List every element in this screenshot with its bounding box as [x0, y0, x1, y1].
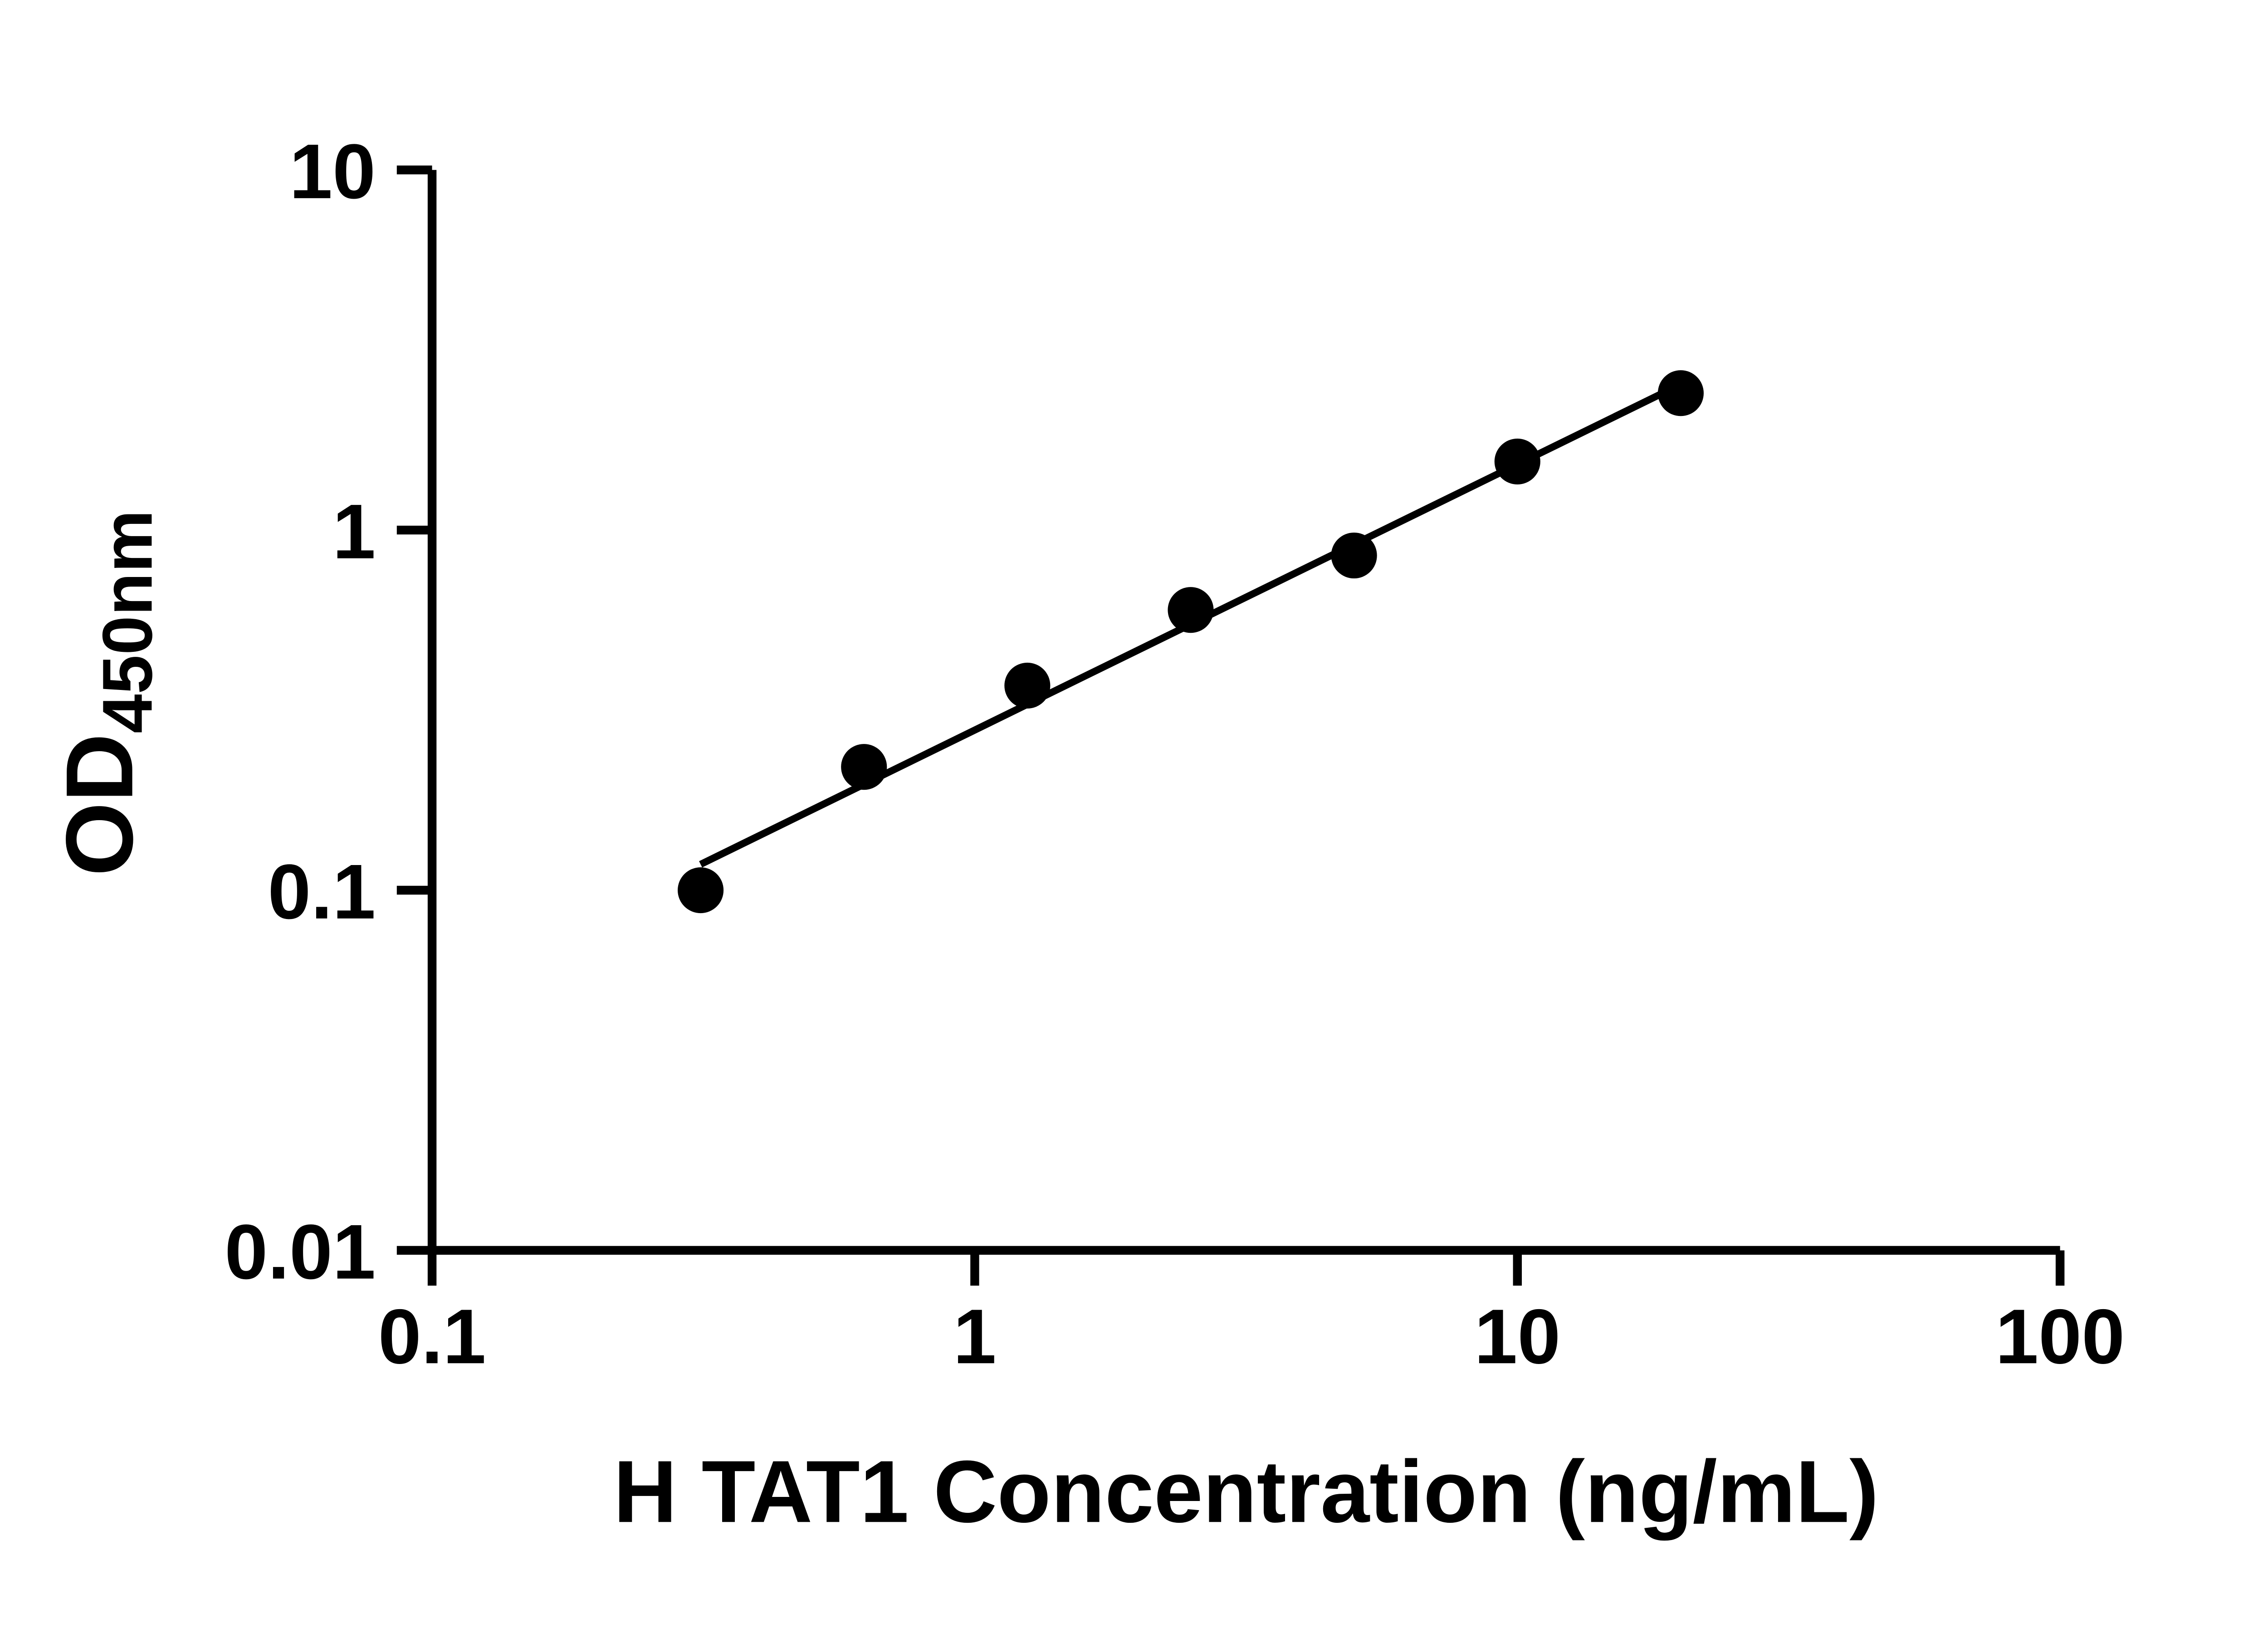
x-tick-label: 100: [1995, 1293, 2125, 1380]
data-point: [1657, 370, 1704, 416]
y-tick-label: 0.01: [225, 1209, 376, 1296]
y-axis-title: OD450nm: [47, 510, 167, 876]
data-point: [841, 744, 887, 790]
x-tick-label: 1: [953, 1293, 996, 1380]
data-point: [1168, 587, 1214, 633]
data-point: [1004, 662, 1051, 709]
data-point: [1331, 533, 1377, 579]
y-tick-label: 10: [289, 128, 376, 215]
x-tick-label: 0.1: [378, 1293, 486, 1380]
y-tick-label: 1: [332, 489, 376, 575]
y-axis-title-subscript: 450nm: [88, 510, 166, 733]
y-tick-label: 0.1: [268, 849, 376, 935]
data-point: [1494, 438, 1540, 485]
x-axis-title: H TAT1 Concentration (ng/mL): [613, 1442, 1879, 1541]
data-point: [678, 867, 724, 914]
x-tick-label: 10: [1474, 1293, 1560, 1380]
